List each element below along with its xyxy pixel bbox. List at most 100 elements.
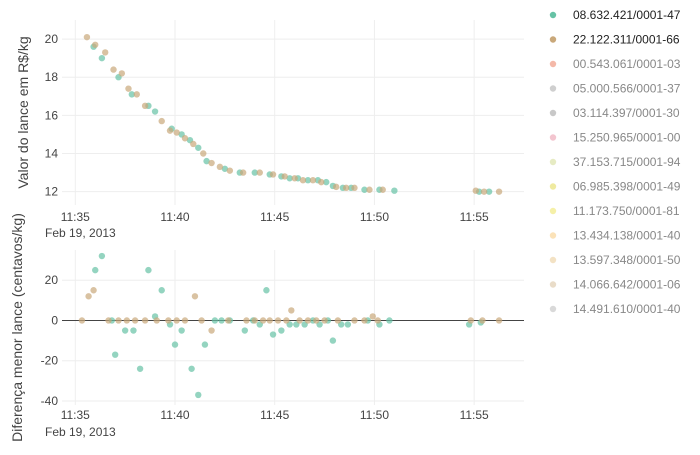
data-point — [190, 140, 197, 148]
legend-marker — [549, 256, 557, 264]
legend-marker — [549, 85, 557, 92]
data-point — [313, 317, 320, 324]
data-point — [118, 70, 126, 77]
data-point — [369, 313, 376, 320]
data-point — [286, 175, 293, 182]
data-point — [218, 317, 225, 324]
data-point — [304, 317, 312, 324]
data-point — [329, 337, 337, 344]
data-point — [78, 317, 86, 324]
data-point — [165, 317, 172, 324]
data-point — [321, 317, 328, 324]
legend-label: 22.122.311/0001-66 — [573, 33, 680, 47]
data-point — [153, 317, 160, 324]
legend-marker — [549, 305, 557, 313]
legend-item[interactable]: 13.597.348/0001-50 — [549, 253, 681, 267]
y-tick-label: -20 — [41, 354, 59, 368]
data-point — [171, 341, 179, 348]
data-point — [191, 293, 199, 300]
legend-label: 00.543.061/0001-03 — [573, 57, 681, 71]
data-point — [198, 317, 205, 324]
y-axis-title: Valor do lance em R$/kg — [15, 36, 31, 188]
x-tick-label: 11:50 — [360, 210, 389, 224]
data-point — [256, 169, 263, 176]
data-point — [115, 317, 122, 324]
data-point — [98, 252, 106, 260]
legend-item[interactable]: 11.173.750/0001-81 — [549, 204, 680, 218]
data-point — [181, 317, 189, 324]
data-point — [342, 184, 350, 192]
data-point — [201, 341, 209, 348]
x-tick-label: 11:40 — [160, 210, 189, 224]
x-tick-label: 11:55 — [460, 210, 489, 224]
data-point — [351, 317, 358, 324]
legend-item[interactable]: 08.632.421/0001-47 — [549, 8, 681, 22]
data-point — [278, 327, 285, 334]
top-panel: 11:35 11:40 11:45 11:50 11:55 12 14 16 18 20 Feb 1… — [15, 20, 524, 240]
data-point — [366, 186, 373, 193]
data-point — [98, 54, 106, 62]
legend-item[interactable]: 14.066.642/0001-06 — [549, 278, 681, 292]
data-point — [361, 186, 368, 193]
data-point — [386, 317, 393, 324]
data-point — [85, 293, 92, 300]
data-point — [472, 187, 480, 194]
legend-label: 06.985.398/0001-49 — [573, 180, 681, 194]
y-axis-title: Diferença menor lance (centavos/kg) — [9, 213, 25, 442]
data-point — [105, 317, 112, 324]
data-point — [188, 365, 195, 372]
legend-item[interactable]: 05.000.566/0001-37 — [549, 82, 681, 96]
data-point — [136, 365, 144, 372]
legend-label: 11.173.750/0001-81 — [573, 204, 680, 218]
data-point — [133, 91, 140, 98]
data-point — [111, 351, 119, 358]
legend-item[interactable]: 13.434.138/0001-40 — [549, 229, 681, 243]
legend-item[interactable]: 00.543.061/0001-03 — [549, 57, 681, 71]
legend-marker — [549, 109, 557, 117]
y-tick-label: -40 — [41, 394, 59, 408]
legend-item[interactable]: 15.250.965/0001-00 — [549, 131, 681, 145]
legend-label: 13.434.138/0001-40 — [573, 229, 681, 243]
data-point — [166, 127, 174, 134]
bottom-panel: 11:35 11:40 11:45 11:50 11:55 -40 -20 0 20 Feb 19… — [9, 213, 524, 442]
data-point — [224, 317, 232, 324]
data-point — [351, 184, 358, 192]
data-point — [121, 327, 129, 334]
data-point — [211, 317, 219, 324]
data-point — [128, 91, 135, 98]
data-point — [130, 327, 137, 334]
y-tick-label: 20 — [45, 273, 59, 287]
data-point — [243, 317, 250, 324]
data-point — [288, 307, 295, 314]
legend-item[interactable]: 22.122.311/0001-66 — [549, 33, 680, 47]
data-point — [151, 108, 159, 115]
data-point — [479, 317, 486, 324]
data-point — [391, 187, 398, 194]
legend-item[interactable]: 14.491.610/0001-40 — [549, 302, 681, 316]
data-point — [181, 135, 189, 142]
data-point — [195, 391, 202, 399]
data-point — [92, 266, 99, 274]
data-point — [216, 163, 224, 171]
data-point — [208, 327, 215, 334]
data-point — [263, 287, 270, 294]
x-tick-label: 11:40 — [160, 408, 189, 422]
legend-item[interactable]: 06.985.398/0001-49 — [549, 180, 681, 194]
legend-marker — [549, 207, 557, 215]
x-tick-label: 11:50 — [360, 408, 389, 422]
data-point — [266, 317, 273, 324]
data-point — [102, 49, 109, 56]
data-point — [283, 317, 290, 324]
data-point — [173, 317, 180, 324]
data-point — [318, 178, 325, 186]
data-point — [83, 33, 91, 41]
y-tick-label: 20 — [45, 32, 59, 46]
legend-item[interactable]: 37.153.715/0001-94 — [549, 155, 681, 169]
legend-label: 13.597.348/0001-50 — [573, 253, 681, 267]
data-point — [251, 317, 258, 324]
data-point — [90, 287, 97, 294]
data-point — [110, 66, 117, 73]
legend-item[interactable]: 03.114.397/0001-30 — [549, 106, 680, 120]
data-point — [251, 169, 258, 176]
x-tick-label: 11:45 — [260, 210, 289, 224]
